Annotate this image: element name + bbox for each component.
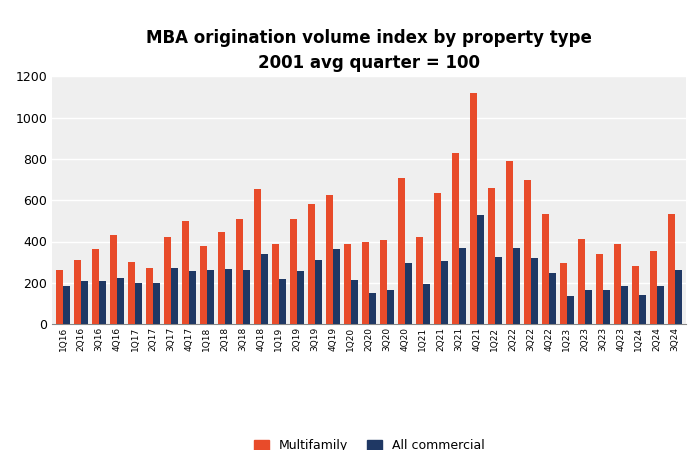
- Bar: [110, 235, 117, 324]
- Bar: [344, 243, 351, 324]
- Bar: [290, 219, 297, 324]
- Bar: [398, 178, 405, 324]
- Bar: [171, 268, 177, 324]
- Legend: Multifamily, All commercial: Multifamily, All commercial: [248, 434, 489, 450]
- Bar: [380, 240, 387, 324]
- Bar: [585, 290, 592, 324]
- Bar: [351, 279, 358, 324]
- Bar: [164, 238, 171, 324]
- Bar: [621, 286, 628, 324]
- Bar: [578, 239, 585, 324]
- Bar: [272, 243, 279, 324]
- Bar: [477, 215, 484, 324]
- Bar: [387, 290, 394, 324]
- Bar: [495, 257, 502, 324]
- Bar: [513, 248, 520, 324]
- Bar: [63, 286, 70, 324]
- Bar: [117, 278, 124, 324]
- Bar: [279, 279, 286, 324]
- Bar: [567, 296, 574, 324]
- Bar: [362, 242, 369, 324]
- Bar: [243, 270, 250, 324]
- Bar: [369, 293, 376, 324]
- Bar: [674, 270, 681, 324]
- Bar: [470, 93, 477, 324]
- Bar: [549, 274, 555, 324]
- Bar: [236, 219, 243, 324]
- Bar: [596, 254, 603, 324]
- Bar: [657, 286, 663, 324]
- Bar: [315, 260, 322, 324]
- Bar: [128, 262, 135, 324]
- Bar: [524, 180, 531, 324]
- Bar: [632, 266, 639, 324]
- Bar: [207, 270, 214, 324]
- Bar: [153, 283, 160, 324]
- Bar: [135, 283, 142, 324]
- Bar: [531, 258, 537, 324]
- Bar: [99, 281, 106, 324]
- Bar: [506, 161, 513, 324]
- Bar: [603, 290, 610, 324]
- Bar: [542, 214, 549, 324]
- Bar: [668, 214, 674, 324]
- Bar: [308, 204, 315, 324]
- Bar: [146, 268, 153, 324]
- Bar: [416, 238, 423, 324]
- Bar: [200, 246, 207, 324]
- Bar: [182, 221, 189, 324]
- Bar: [297, 271, 303, 324]
- Bar: [488, 188, 495, 324]
- Bar: [254, 189, 261, 324]
- Bar: [225, 270, 232, 324]
- Bar: [56, 270, 63, 324]
- Bar: [189, 271, 196, 324]
- Bar: [650, 251, 657, 324]
- Title: MBA origination volume index by property type
2001 avg quarter = 100: MBA origination volume index by property…: [146, 29, 592, 72]
- Bar: [74, 260, 81, 324]
- Bar: [434, 193, 441, 324]
- Bar: [441, 261, 448, 324]
- Bar: [333, 249, 340, 324]
- Bar: [459, 248, 466, 324]
- Bar: [326, 195, 333, 324]
- Bar: [423, 284, 429, 324]
- Bar: [452, 153, 459, 324]
- Bar: [92, 249, 99, 324]
- Bar: [560, 263, 567, 324]
- Bar: [614, 243, 621, 324]
- Bar: [261, 254, 268, 324]
- Bar: [405, 263, 412, 324]
- Bar: [639, 295, 646, 324]
- Bar: [81, 281, 88, 324]
- Bar: [218, 232, 225, 324]
